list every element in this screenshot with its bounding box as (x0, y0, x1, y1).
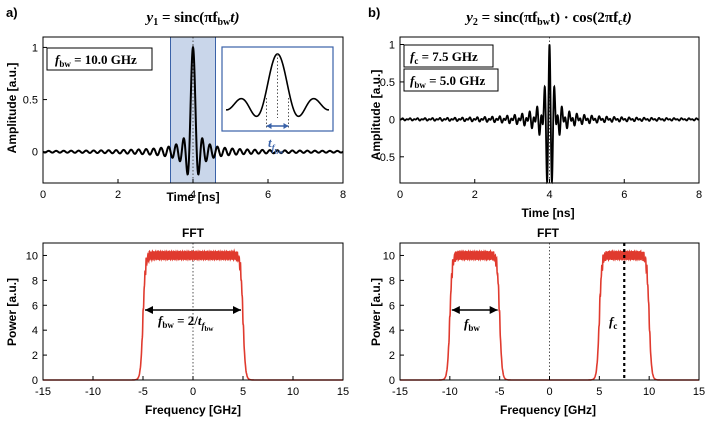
x-tick-label: 6 (621, 189, 627, 201)
y-tick-label: 2 (389, 350, 395, 362)
x-tick-label: 5 (240, 386, 246, 398)
x-tick-label: 0 (397, 189, 403, 201)
x-tick-label: -5 (495, 386, 505, 398)
fbw-eq-label-c: fbw = 2/tfbw (158, 313, 214, 333)
y-tick-label: 10 (26, 250, 38, 262)
y-tick-label: 0 (389, 114, 395, 126)
fft-title-d: FFT (537, 226, 560, 240)
x-tick-label: 0 (190, 386, 196, 398)
x-tick-label: -15 (35, 386, 51, 398)
y-tick-label: 6 (32, 300, 38, 312)
x-axis-label-a: Time [ns] (166, 190, 219, 204)
fft-title-c: FFT (182, 226, 205, 240)
x-tick-label: 8 (340, 189, 346, 201)
fbw-text-b: fbw = 5.0 GHz (410, 73, 485, 90)
inset-t-label: tfbw (268, 135, 285, 156)
y-tick-label: 2 (32, 350, 38, 362)
y-tick-label: 1 (32, 42, 38, 54)
y-tick-label: 0.5 (23, 95, 38, 107)
chart-title-a: y1 = sinc(πfbwt) (145, 10, 240, 28)
time-plot-b: b) y2 = sinc(πfbwt) · cos(2πfct) 0 2 4 6 8 -0… (368, 5, 702, 220)
x-tick-label: -10 (442, 386, 458, 398)
x-tick-label: 10 (643, 386, 655, 398)
x-tick-label: 2 (115, 189, 121, 201)
x-axis-label-c: Frequency [GHz] (145, 403, 241, 417)
x-tick-label: 15 (693, 386, 705, 398)
y-tick-label: 10 (383, 250, 395, 262)
x-tick-label: 4 (546, 189, 552, 201)
x-tick-label: 6 (265, 189, 271, 201)
fft-plot-d: FFT -15 -10 -5 0 5 10 15 0 2 4 6 8 10 Frequency [GHz… (369, 226, 705, 417)
x-tick-label: 10 (287, 386, 299, 398)
panel-label-b: b) (368, 5, 380, 20)
chart-title-b: y2 = sinc(πfbwt) · cos(2πfct) (464, 10, 632, 28)
x-tick-label: 0 (546, 386, 552, 398)
y-axis-label-a: Amplitude [a.u.] (5, 63, 19, 154)
x-tick-label: 2 (472, 189, 478, 201)
y-tick-label: 4 (389, 325, 395, 337)
fft-plot-c: FFT -15 -10 -5 0 5 10 15 0 2 4 6 8 10 Frequency [GHz… (5, 226, 349, 417)
y-tick-label: 0 (32, 147, 38, 159)
time-plot-a: a) y1 = sinc(πfbwt) 0 2 4 6 8 0 0.5 1 Time [ns]… (5, 5, 346, 204)
y-axis-label-d: Power [a.u.] (369, 278, 383, 346)
y-axis-label-b: Amplitude [a.u.] (369, 70, 383, 161)
fbw-box-b (403, 68, 499, 92)
x-tick-label: 5 (596, 386, 602, 398)
fft-series-line (400, 248, 699, 381)
y-tick-label: 1 (389, 39, 395, 51)
x-tick-label: -15 (392, 386, 408, 398)
y-tick-label: 4 (32, 325, 38, 337)
inset-arrowheads (266, 123, 289, 129)
x-axis-label-b: Time [ns] (521, 206, 574, 220)
y-tick-label: 0 (32, 375, 38, 387)
series-line-b (399, 44, 700, 185)
fc-box-b (403, 44, 494, 68)
highlight-span (170, 36, 216, 184)
y-tick-label: 6 (389, 300, 395, 312)
x-tick-label: 4 (190, 189, 196, 201)
y-tick-label: -0.5 (376, 152, 395, 164)
y-tick-label: 8 (389, 275, 395, 287)
series-line-a (42, 44, 344, 176)
y-tick-label: 0.5 (380, 77, 395, 89)
fbw-label-d: fbw (464, 316, 480, 333)
x-tick-label: -5 (138, 386, 148, 398)
y-axis-label-c: Power [a.u.] (5, 278, 19, 346)
x-tick-label: 15 (337, 386, 349, 398)
fbw-text-a: fbw = 10.0 GHz (55, 52, 137, 69)
x-tick-label: -10 (85, 386, 101, 398)
y-tick-label: 0 (389, 375, 395, 387)
x-tick-label: 8 (696, 189, 702, 201)
y-tick-label: 8 (32, 275, 38, 287)
fc-label-d: fc (609, 314, 617, 331)
x-tick-label: 0 (40, 189, 46, 201)
x-axis-label-d: Frequency [GHz] (500, 403, 596, 417)
panel-label-a: a) (6, 5, 18, 20)
fc-text-b: fc = 7.5 GHz (410, 49, 478, 66)
fbw-box-a (46, 47, 153, 71)
